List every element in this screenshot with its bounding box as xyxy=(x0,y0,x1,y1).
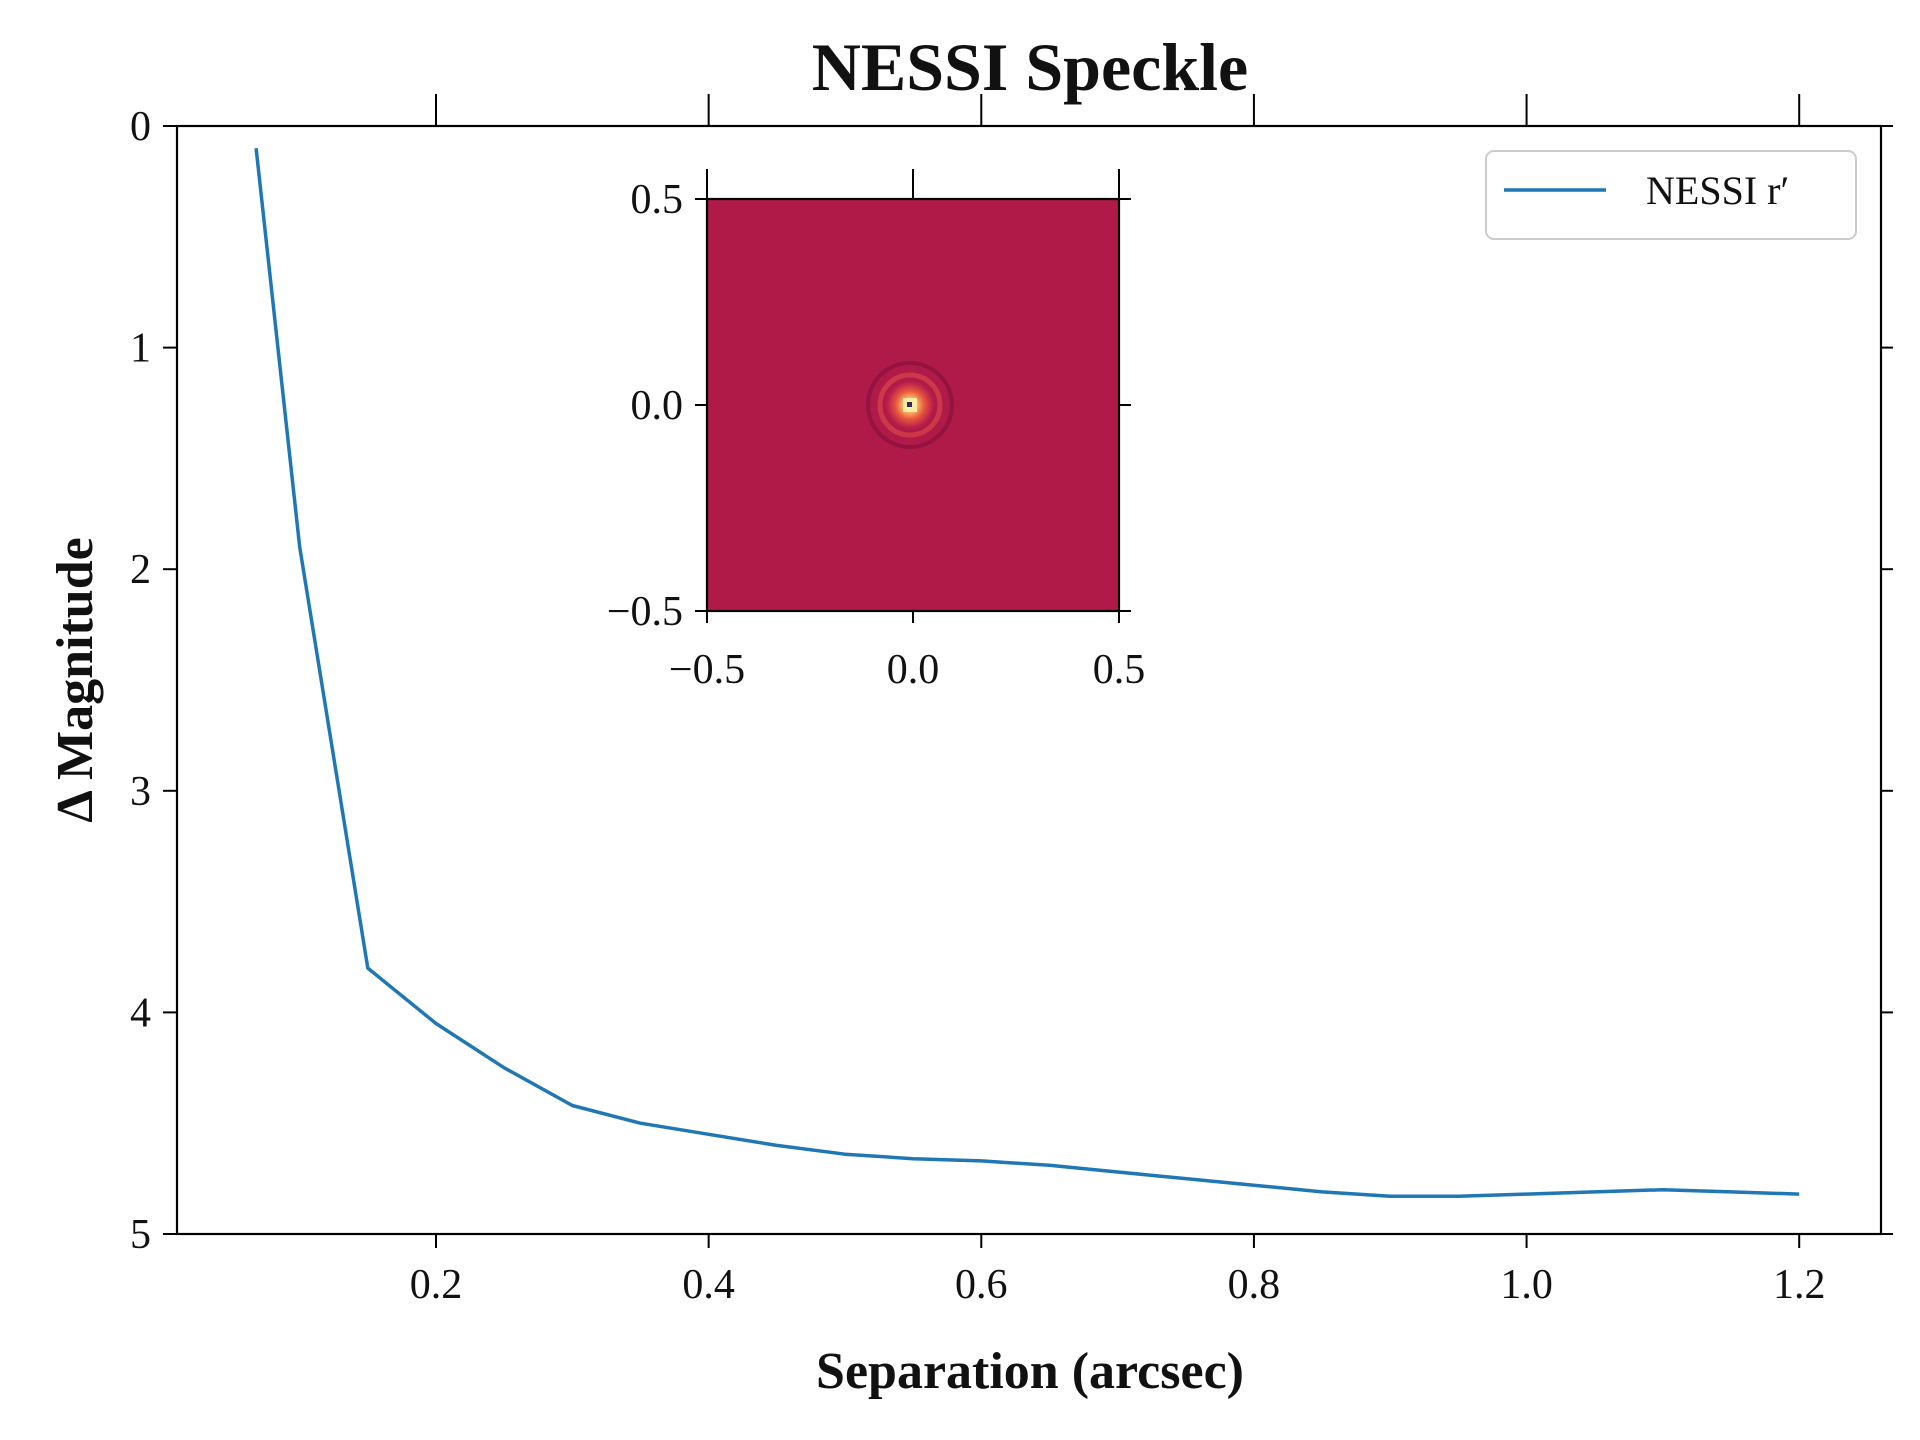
legend-label-nessi: NESSI r′ xyxy=(1646,168,1789,213)
y-axis-title: Δ Magnitude xyxy=(47,537,104,822)
x-tick-label: 1.0 xyxy=(1500,1262,1553,1308)
inset-y-tick-label: 0.0 xyxy=(631,383,684,429)
series-line-nessi xyxy=(254,148,1800,1199)
y-tick-label: 3 xyxy=(130,769,151,815)
y-tick-label: 1 xyxy=(130,326,151,372)
inset-speckle-image: −0.5 0.0 0.5 0.5 0.0 −0.5 xyxy=(607,169,1145,693)
y-tick-label: 0 xyxy=(130,104,151,150)
chart-title: NESSI Speckle xyxy=(812,29,1248,105)
x-tick-label: 0.8 xyxy=(1228,1262,1281,1308)
y-axis-ticks: 0 1 2 3 4 5 xyxy=(130,104,1893,1258)
x-tick-label: 0.6 xyxy=(955,1262,1008,1308)
inset-ticks: −0.5 0.0 0.5 0.5 0.0 −0.5 xyxy=(607,169,1145,693)
plot-frame xyxy=(175,124,1883,1236)
main-axes: 0.2 0.4 0.6 0.8 1.0 1.2 0 1 2 3 4 5 xyxy=(130,94,1893,1308)
x-axis-title: Separation (arcsec) xyxy=(816,1343,1244,1400)
x-tick-label: 0.4 xyxy=(682,1262,735,1308)
series-layer xyxy=(254,148,1800,1199)
inset-y-tick-label: 0.5 xyxy=(631,177,684,223)
inset-x-tick-label: −0.5 xyxy=(669,647,745,693)
y-tick-label: 2 xyxy=(130,547,151,593)
inset-diffraction-ring-inner xyxy=(877,372,943,438)
legend-box xyxy=(1485,150,1857,240)
inset-diffraction-ring-outer xyxy=(866,361,954,449)
x-tick-label: 0.2 xyxy=(410,1262,463,1308)
y-tick-label: 5 xyxy=(130,1212,151,1258)
x-tick-label: 1.2 xyxy=(1773,1262,1826,1308)
inset-x-tick-label: 0.5 xyxy=(1093,647,1146,693)
inset-x-tick-label: 0.0 xyxy=(887,647,940,693)
y-tick-label: 4 xyxy=(130,990,151,1036)
inset-y-tick-label: −0.5 xyxy=(607,589,683,635)
inset-psf-pixel xyxy=(907,402,912,407)
x-axis-ticks: 0.2 0.4 0.6 0.8 1.0 1.2 xyxy=(410,94,1826,1308)
legend: NESSI r′ xyxy=(1485,150,1857,240)
